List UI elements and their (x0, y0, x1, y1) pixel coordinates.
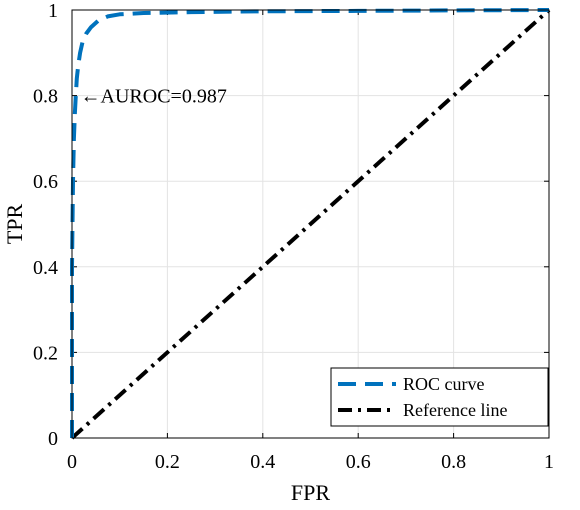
x-tick-label: 0.8 (441, 451, 466, 473)
roc-curve-line (70, 8, 550, 438)
legend: ROC curve Reference line (330, 367, 549, 427)
y-tick-labels: 0 0.2 0.4 0.6 0.8 1 (33, 0, 58, 450)
x-axis-label: FPR (291, 480, 330, 505)
x-tick-label: 0.6 (346, 451, 371, 473)
auroc-annotation: ←AUROC=0.987 (81, 86, 227, 108)
legend-label-roc-curve: ROC curve (403, 374, 484, 394)
legend-label-reference-line: Reference line (403, 400, 507, 420)
legend-box (330, 367, 549, 427)
y-tick-label: 0.6 (33, 171, 58, 193)
y-tick-label: 0.2 (33, 342, 58, 364)
y-tick-label: 0.4 (33, 257, 58, 279)
y-tick-label: 1 (48, 0, 58, 22)
y-tick-label: 0.8 (33, 86, 58, 108)
x-tick-label: 0.4 (250, 451, 275, 473)
y-axis-label: TPR (2, 204, 27, 245)
x-tick-label: 0.2 (155, 451, 180, 473)
x-tick-label: 1 (544, 451, 554, 473)
plot-frame (71, 9, 550, 439)
reference-line (70, 8, 551, 440)
series-lines (70, 8, 551, 440)
y-tick-label: 0 (48, 428, 58, 450)
x-tick-labels: 0 0.2 0.4 0.6 0.8 1 (67, 451, 554, 473)
x-tick-label: 0 (67, 451, 77, 473)
